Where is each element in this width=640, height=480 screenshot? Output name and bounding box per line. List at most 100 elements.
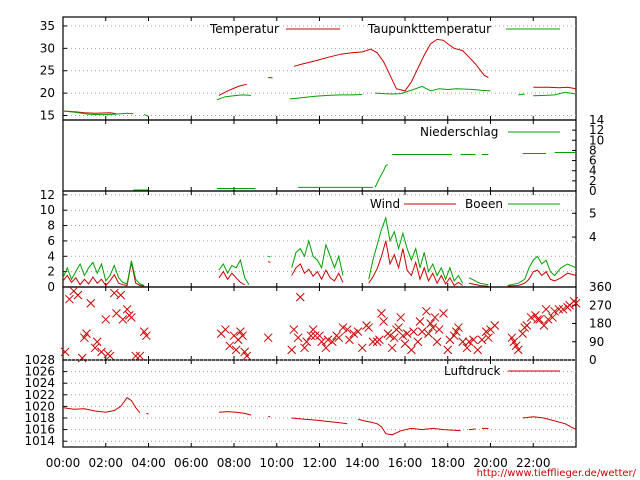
series-line-boeen: [218, 258, 250, 285]
y-tick-label: 35: [40, 19, 55, 33]
x-tick-label: 10:00: [259, 456, 294, 470]
direction-point: [327, 337, 337, 347]
direction-point: [127, 313, 136, 322]
direction-point: [458, 337, 468, 347]
series-line-luftdruck: [469, 428, 476, 431]
direction-point: [65, 294, 74, 304]
x-axis: 00:00 02:00 04:00 06:00 08:00 10:00 12:00 14:00…: [46, 456, 551, 470]
y-tick-label-right: 10: [589, 133, 604, 147]
series-line-luftdruck: [291, 417, 348, 425]
direction-point: [345, 335, 354, 345]
x-tick-label: 08:00: [217, 456, 252, 470]
direction-point: [135, 351, 145, 361]
direction-point: [462, 343, 472, 353]
y-tick-label-right: 2: [589, 174, 597, 188]
x-tick-label: 20:00: [473, 456, 508, 470]
y-tick-label-right: 90: [589, 335, 604, 349]
direction-point: [417, 327, 427, 336]
y-tick-label: 1022: [24, 388, 55, 402]
y-tick-label: 15: [40, 109, 55, 123]
direction-point: [550, 306, 559, 316]
y-tick-label: 1026: [24, 365, 55, 379]
direction-point: [122, 304, 132, 314]
series-line-boeen: [291, 239, 344, 276]
series-line-taupunkttemperatur: [62, 110, 134, 116]
direction-point: [451, 327, 461, 336]
series-line-taupunkttemperatur: [144, 114, 149, 117]
y-tick-label: 1024: [24, 376, 55, 390]
series-line-wind: [291, 263, 344, 283]
direction-point: [518, 329, 527, 338]
panel-wind-direction: 0 90 180 270 360: [60, 280, 612, 367]
direction-point: [139, 327, 149, 336]
direction-point: [449, 331, 459, 341]
series-line-taupunkttemperatur: [375, 85, 491, 95]
y-tick-label: 12: [40, 188, 55, 202]
series-line-luftdruck: [146, 412, 149, 415]
direction-point: [364, 323, 374, 332]
y-tick-label: 30: [40, 41, 55, 55]
direction-point: [509, 337, 519, 347]
legend-label: Temperatur: [209, 22, 279, 36]
panel-temperature: 15 20 25 30 35 Temperatur Taupunkttemperatur: [40, 16, 577, 123]
panel-frame: [62, 286, 577, 361]
y-tick-label-right: 4: [589, 230, 597, 244]
direction-point: [263, 333, 273, 343]
direction-point: [342, 325, 352, 334]
direction-point: [387, 343, 397, 353]
legend-label: Taupunkttemperatur: [367, 22, 491, 36]
direction-point: [535, 315, 545, 324]
direction-point: [526, 313, 536, 322]
y-tick-label-right: 5: [589, 206, 597, 220]
direction-point: [428, 323, 438, 332]
direction-point: [543, 315, 553, 324]
direction-point: [240, 347, 250, 357]
direction-point: [477, 335, 487, 345]
y-tick-label: 4: [47, 249, 55, 263]
direction-point: [101, 315, 111, 324]
x-tick-label: 14:00: [345, 456, 380, 470]
direction-point: [315, 331, 324, 341]
series-line-taupunkttemperatur: [533, 91, 577, 97]
series-line-wind: [368, 240, 463, 287]
series-line-wind: [62, 262, 145, 287]
direction-point: [415, 317, 425, 326]
y-tick-label: 1014: [24, 434, 55, 448]
direction-point: [221, 325, 230, 334]
direction-point: [86, 298, 96, 308]
x-tick-label: 04:00: [131, 456, 166, 470]
y-tick-label: 1028: [24, 353, 55, 367]
y-tick-label-right: 0: [589, 184, 597, 198]
series-line-boeen: [468, 277, 489, 286]
series-line-luftdruck: [62, 397, 141, 414]
direction-point: [490, 321, 500, 330]
direction-point: [73, 290, 83, 300]
y-tick-label: 20: [40, 86, 55, 100]
direction-point: [469, 335, 478, 345]
y-tick-label: 1020: [24, 399, 55, 413]
x-tick-label: 12:00: [302, 456, 337, 470]
y-tick-label: 0: [47, 280, 55, 294]
x-tick-label: 00:00: [46, 456, 81, 470]
direction-point: [306, 331, 316, 341]
y-tick-label: 10: [40, 203, 55, 217]
series-line-luftdruck: [357, 418, 461, 436]
y-tick-label-right: 8: [589, 143, 597, 157]
direction-point: [231, 345, 241, 355]
series-line-boeen: [62, 260, 145, 286]
y-tick-label-right: 6: [589, 154, 597, 168]
series-line-luftdruck: [268, 415, 271, 418]
direction-point: [302, 337, 312, 347]
direction-point: [236, 327, 245, 336]
series-line-taupunkttemperatur: [518, 93, 525, 96]
direction-point: [142, 331, 151, 341]
direction-point: [92, 337, 102, 347]
x-tick-label: 22:00: [516, 456, 551, 470]
series-line-luftdruck: [218, 411, 252, 416]
series-line-boeen: [507, 255, 577, 286]
direction-point: [334, 333, 344, 343]
direction-point: [413, 337, 423, 347]
direction-point: [293, 333, 303, 343]
direction-point: [287, 345, 297, 355]
